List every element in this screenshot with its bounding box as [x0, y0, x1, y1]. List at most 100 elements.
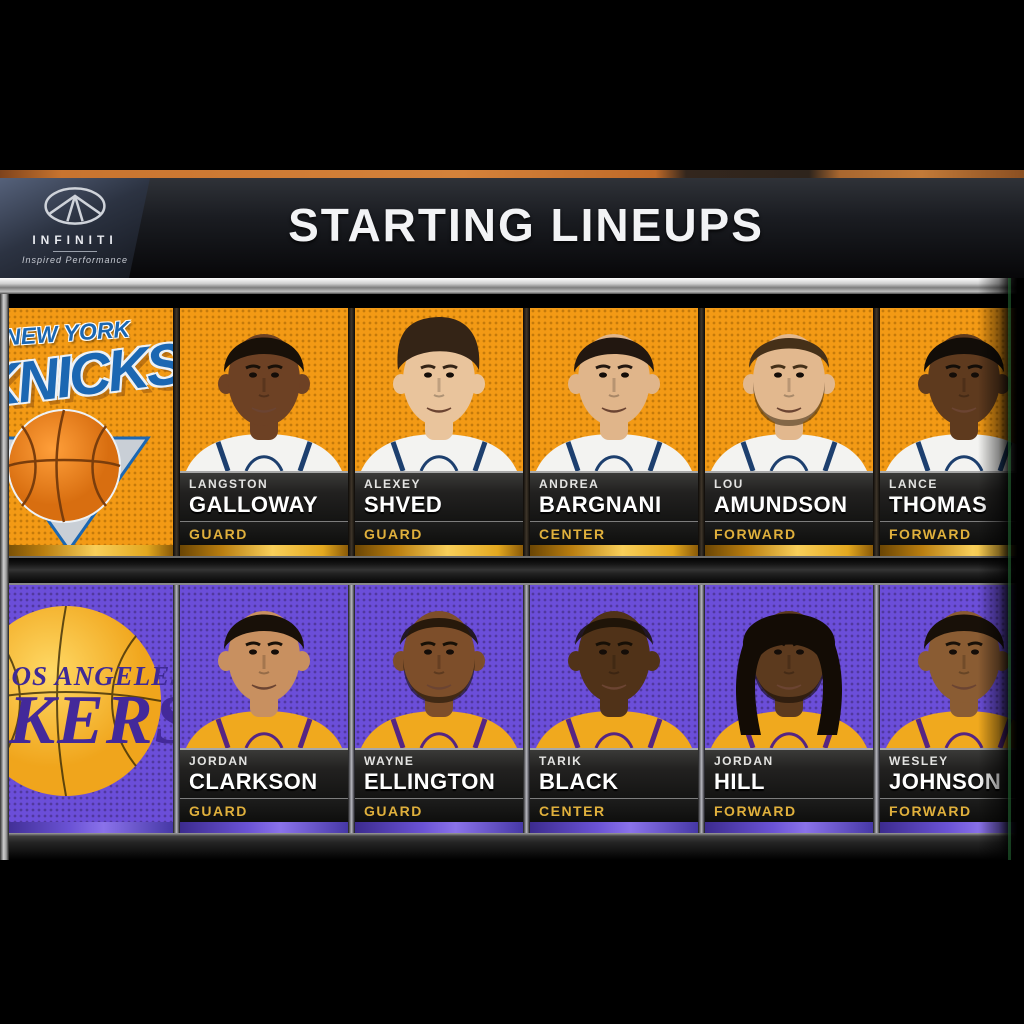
lineup-panel: NEW YORK KNICKS LANGSTON GALLO: [0, 308, 1024, 833]
lakers-basketball-icon: [0, 605, 162, 797]
player-first-name: LOU: [714, 477, 744, 491]
player-card-black: TARIK BLACK CENTER: [530, 585, 698, 833]
player-first-name: WESLEY: [889, 754, 949, 768]
video-artifact-line: [1008, 278, 1011, 860]
accent-strip: [880, 545, 1024, 556]
player-first-name: JORDAN: [189, 754, 249, 768]
card-divider: [698, 585, 705, 833]
lakers-wordmark: LAKERS: [0, 682, 173, 759]
player-photo: [355, 308, 523, 471]
card-divider: [348, 308, 355, 556]
player-headshot-graphic: [536, 334, 692, 471]
accent-strip: [0, 545, 173, 556]
card-divider: [348, 585, 355, 833]
team-logo-lakers: LOS ANGELES LAKERS: [0, 585, 173, 833]
player-first-name: ANDREA: [539, 477, 600, 491]
player-headshot-graphic: [186, 611, 342, 748]
player-nameplate: LANCE THOMAS: [880, 471, 1024, 521]
player-nameplate: LANGSTON GALLOWAY: [180, 471, 348, 521]
player-first-name: LANCE: [889, 477, 938, 491]
player-card-bargnani: ANDREA BARGNANI CENTER: [530, 308, 698, 556]
player-first-name: LANGSTON: [189, 477, 269, 491]
player-card-shved: ALEXEY SHVED GUARD: [355, 308, 523, 556]
player-card-thomas: LANCE THOMAS FORWARD: [880, 308, 1024, 556]
row-divider: [0, 556, 1024, 585]
accent-strip: [530, 822, 698, 833]
page-title: STARTING LINEUPS: [288, 199, 764, 251]
player-last-name: GALLOWAY: [189, 492, 319, 517]
player-nameplate: LOU AMUNDSON: [705, 471, 873, 521]
player-card-amundson: LOU AMUNDSON FORWARD: [705, 308, 873, 556]
accent-strip: [355, 822, 523, 833]
player-position: FORWARD: [705, 521, 873, 545]
sponsor-tagline: Inspired Performance: [21, 255, 129, 265]
header-bar: INFINITI Inspired Performance STARTING L…: [0, 178, 1024, 278]
player-first-name: JORDAN: [714, 754, 774, 768]
player-first-name: ALEXEY: [364, 477, 422, 491]
player-last-name: THOMAS: [889, 492, 988, 517]
player-photo: [180, 585, 348, 748]
right-edge-fade: [978, 278, 1024, 860]
player-headshot-graphic: [711, 611, 867, 748]
player-position: GUARD: [180, 521, 348, 545]
player-last-name: CLARKSON: [189, 769, 318, 794]
sponsor-divider: [53, 251, 97, 252]
accent-strip: [705, 822, 873, 833]
player-headshot-graphic: [711, 334, 867, 471]
orange-accent-line: [0, 170, 1024, 178]
accent-strip: [180, 545, 348, 556]
card-divider: [698, 308, 705, 556]
player-position: CENTER: [530, 798, 698, 822]
accent-strip: [880, 822, 1024, 833]
player-card-galloway: LANGSTON GALLOWAY GUARD: [180, 308, 348, 556]
sponsor-panel: INFINITI Inspired Performance: [0, 178, 150, 278]
metallic-separator: [0, 278, 1024, 294]
accent-strip: [0, 822, 173, 833]
player-last-name: ELLINGTON: [364, 769, 496, 794]
team-logo-knicks: NEW YORK KNICKS: [0, 308, 173, 556]
player-position: FORWARD: [705, 798, 873, 822]
player-position: GUARD: [355, 521, 523, 545]
card-divider: [173, 308, 180, 556]
accent-strip: [180, 822, 348, 833]
player-card-ellington: WAYNE ELLINGTON GUARD: [355, 585, 523, 833]
player-headshot-graphic: [536, 611, 692, 748]
sponsor-name: INFINITI: [32, 233, 118, 247]
infiniti-emblem-icon: [44, 187, 106, 225]
player-nameplate: JORDAN CLARKSON: [180, 748, 348, 798]
player-photo: [355, 585, 523, 748]
player-nameplate: JORDAN HILL: [705, 748, 873, 798]
player-nameplate: TARIK BLACK: [530, 748, 698, 798]
player-position: CENTER: [530, 521, 698, 545]
knicks-basketball-icon: [0, 409, 151, 553]
player-last-name: SHVED: [364, 492, 443, 517]
player-nameplate: ANDREA BARGNANI: [530, 471, 698, 521]
player-photo: [180, 308, 348, 471]
player-photo: [705, 585, 873, 748]
player-last-name: BARGNANI: [539, 492, 662, 517]
player-first-name: TARIK: [539, 754, 583, 768]
player-first-name: WAYNE: [364, 754, 415, 768]
player-photo: [705, 308, 873, 471]
panel-left-edge: [0, 294, 9, 860]
player-photo: [530, 308, 698, 471]
card-divider: [523, 585, 530, 833]
player-headshot-graphic: [186, 334, 342, 471]
card-divider: [873, 308, 880, 556]
player-position: GUARD: [180, 798, 348, 822]
team-row-lakers: LOS ANGELES LAKERS JORDAN CLARKSON: [0, 585, 1024, 833]
card-divider: [873, 585, 880, 833]
panel-bottom-edge: [0, 833, 1024, 860]
team-row-knicks: NEW YORK KNICKS LANGSTON GALLO: [0, 308, 1024, 556]
accent-strip: [705, 545, 873, 556]
lakers-city-wordmark: LOS ANGELES: [0, 661, 173, 691]
accent-strip: [530, 545, 698, 556]
player-card-clarkson: JORDAN CLARKSON GUARD: [180, 585, 348, 833]
player-nameplate: ALEXEY SHVED: [355, 471, 523, 521]
player-card-hill: JORDAN HILL FORWARD: [705, 585, 873, 833]
accent-strip: [355, 545, 523, 556]
player-nameplate: WAYNE ELLINGTON: [355, 748, 523, 798]
card-divider: [173, 585, 180, 833]
player-last-name: BLACK: [539, 769, 619, 794]
